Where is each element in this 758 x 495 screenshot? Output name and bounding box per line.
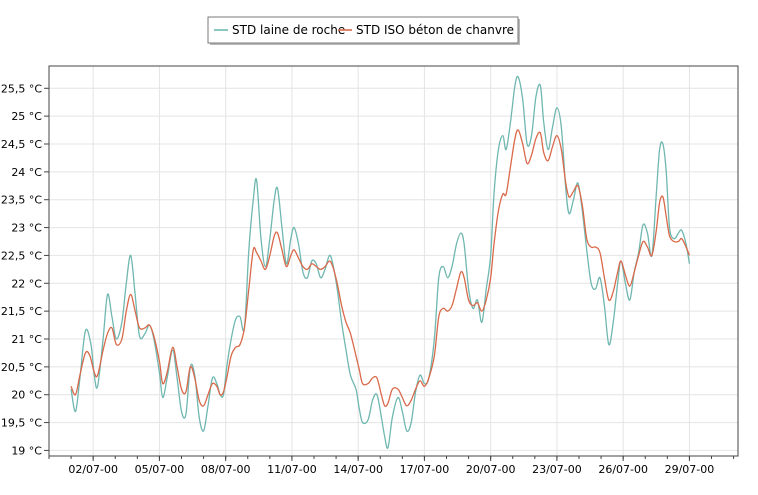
y-tick-label: 23,5 °C bbox=[1, 194, 42, 207]
x-tick-label: 08/07-00 bbox=[201, 463, 251, 476]
y-axis: 19 °C 19,5 °C 20 °C 20,5 °C 21 °C 21,5 °C 22 °… bbox=[1, 82, 49, 457]
y-tick-label: 19,5 °C bbox=[1, 417, 42, 430]
x-tick-label: 20/07-00 bbox=[466, 463, 516, 476]
legend-label: STD ISO béton de chanvre bbox=[356, 23, 514, 37]
y-tick-label: 21 °C bbox=[11, 333, 42, 346]
x-tick-label: 02/07-00 bbox=[68, 463, 118, 476]
series-line-2 bbox=[70, 129, 691, 408]
x-tick-label: 17/07-00 bbox=[400, 463, 450, 476]
x-tick-label: 05/07-00 bbox=[135, 463, 185, 476]
series-lines bbox=[70, 75, 691, 449]
plot-frame bbox=[48, 65, 739, 457]
y-tick-label: 19 °C bbox=[11, 444, 42, 457]
y-tick-label: 24,5 °C bbox=[1, 138, 42, 151]
x-tick-label: 29/07-00 bbox=[665, 463, 715, 476]
plot-background bbox=[49, 66, 738, 456]
legend-label: STD laine de roche bbox=[232, 23, 345, 37]
y-tick-label: 22 °C bbox=[11, 277, 42, 290]
legend-box bbox=[207, 16, 519, 44]
y-tick-label: 21,5 °C bbox=[1, 305, 42, 318]
grid-lines bbox=[49, 66, 738, 456]
y-tick-label: 20 °C bbox=[11, 389, 42, 402]
y-tick-label: 20,5 °C bbox=[1, 361, 42, 374]
y-tick-label: 25,5 °C bbox=[1, 82, 42, 95]
legend: STD laine de roche STD ISO béton de chanv… bbox=[207, 16, 520, 45]
y-tick-label: 24 °C bbox=[11, 166, 42, 179]
x-tick-label: 14/07-00 bbox=[333, 463, 383, 476]
x-tick-label: 11/07-00 bbox=[267, 463, 317, 476]
x-axis: 02/07-00 05/07-00 08/07-00 11/07-00 14/07-00… bbox=[48, 456, 735, 476]
y-tick-label: 22,5 °C bbox=[1, 249, 42, 262]
y-tick-label: 23 °C bbox=[11, 222, 42, 235]
x-tick-label: 26/07-00 bbox=[598, 463, 648, 476]
y-tick-label: 25 °C bbox=[11, 110, 42, 123]
series-line-1 bbox=[70, 75, 691, 449]
x-tick-label: 23/07-00 bbox=[532, 463, 582, 476]
